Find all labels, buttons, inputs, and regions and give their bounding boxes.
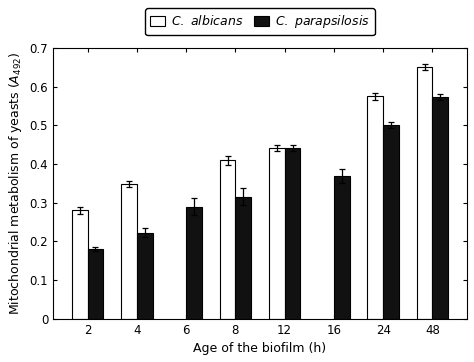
Bar <box>432 97 448 319</box>
Bar <box>269 148 285 319</box>
Bar <box>367 96 383 319</box>
Legend: $\it{C.}$ $\it{albicans}$, $\it{C.}$ $\it{parapsilosis}$: $\it{C.}$ $\it{albicans}$, $\it{C.}$ $\i… <box>145 8 375 35</box>
Bar <box>334 176 350 319</box>
Bar <box>417 67 432 319</box>
Bar <box>137 233 153 319</box>
Bar <box>88 249 103 319</box>
Bar <box>285 148 301 319</box>
Bar <box>219 160 236 319</box>
Bar <box>186 207 202 319</box>
X-axis label: Age of the biofilm (h): Age of the biofilm (h) <box>193 342 327 355</box>
Bar <box>383 125 399 319</box>
Bar <box>236 197 251 319</box>
Y-axis label: Mitochondrial metabolism of yeasts ($A_{492}$): Mitochondrial metabolism of yeasts ($A_{… <box>7 52 24 315</box>
Bar <box>121 184 137 319</box>
Bar <box>72 210 88 319</box>
